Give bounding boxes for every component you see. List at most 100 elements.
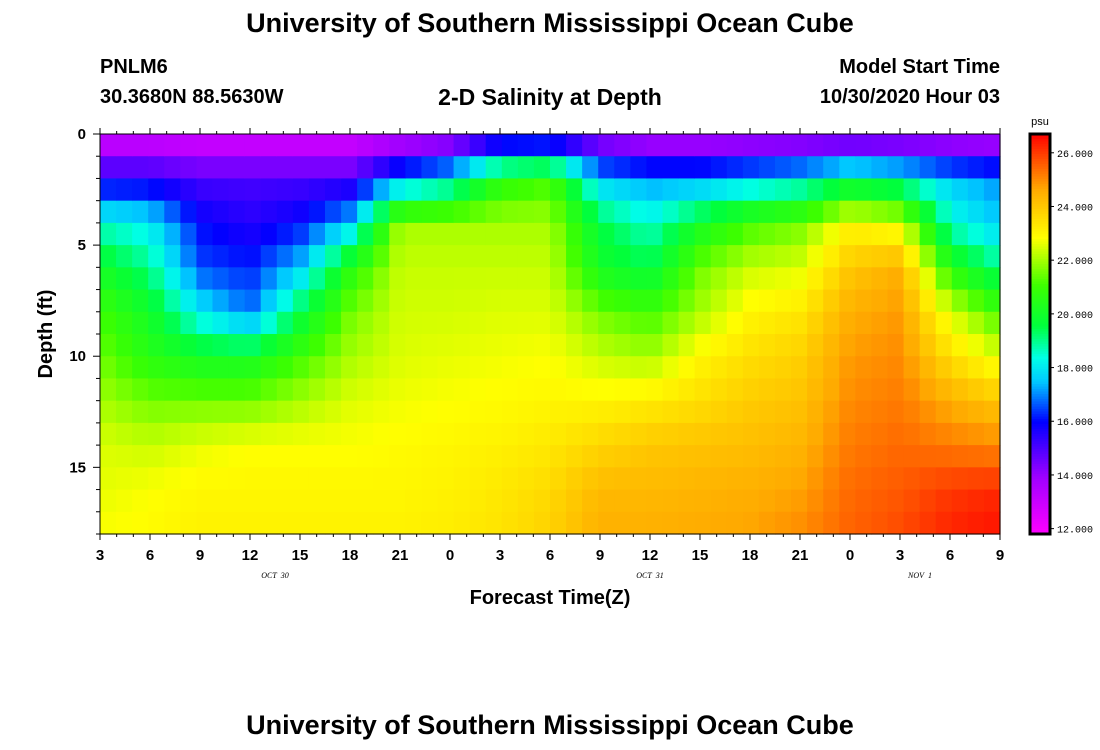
heatmap-cell [308, 400, 326, 424]
heatmap-cell [228, 467, 246, 491]
heatmap-cell [662, 156, 680, 180]
heatmap-cell [742, 178, 760, 202]
heatmap-cell [903, 511, 921, 535]
heatmap-cell [983, 400, 1001, 424]
heatmap-cell [485, 511, 503, 535]
heatmap-cell [967, 245, 985, 268]
heatmap-cell [839, 356, 856, 380]
colorbar-segment [1030, 226, 1050, 230]
heatmap-cell [517, 511, 535, 535]
colorbar-segment [1030, 311, 1050, 315]
heatmap-cell [823, 511, 840, 535]
heatmap-cell [598, 134, 615, 157]
heatmap-cell [566, 245, 583, 268]
colorbar-segment [1030, 361, 1050, 365]
colorbar-segment [1030, 409, 1050, 413]
heatmap-cell [710, 356, 728, 380]
heatmap-cell [919, 334, 937, 357]
heatmap-cell [742, 267, 760, 291]
heatmap-cell [517, 467, 535, 491]
heatmap-cell [758, 178, 776, 202]
colorbar-segment [1030, 176, 1050, 180]
heatmap-cell [887, 511, 905, 535]
heatmap-cell [180, 134, 198, 157]
heatmap-cell [437, 134, 455, 157]
colorbar-segment [1030, 156, 1050, 160]
heatmap-cell [212, 267, 230, 291]
heatmap-cell [742, 400, 760, 424]
heatmap-cell [276, 245, 294, 268]
heatmap-cell [357, 378, 374, 402]
colorbar-segment [1030, 486, 1050, 490]
heatmap-cell [791, 134, 808, 157]
heatmap-cell [501, 178, 519, 202]
heatmap-cell [421, 334, 439, 357]
heatmap-cell [935, 267, 953, 291]
heatmap-cell [839, 445, 856, 468]
heatmap-cell [550, 289, 567, 313]
heatmap-cell [453, 334, 471, 357]
colorbar-segment [1030, 426, 1050, 430]
heatmap-cell [533, 467, 551, 491]
heatmap-cell [694, 445, 712, 468]
colorbar-frame [1028, 132, 1052, 536]
heatmap-cell [614, 245, 631, 268]
colorbar-segment [1030, 201, 1050, 205]
heatmap-cell [276, 422, 294, 446]
heatmap-cell [485, 489, 503, 513]
heatmap-cell [582, 156, 599, 180]
heatmap-cell [598, 334, 615, 357]
heatmap-cell [421, 267, 439, 291]
heatmap-cell [341, 200, 358, 224]
y-tick-label: 15 [69, 459, 86, 476]
heatmap-cell [100, 445, 117, 468]
heatmap-cell [871, 445, 889, 468]
heatmap-cell [582, 311, 599, 335]
heatmap-cell [341, 378, 358, 402]
heatmap-cell [983, 511, 1001, 535]
heatmap-cell [533, 400, 551, 424]
heatmap-cell [775, 222, 792, 246]
heatmap-cell [630, 400, 648, 424]
colorbar-segment [1030, 316, 1050, 320]
heatmap-cell [389, 511, 406, 535]
heatmap-cell [807, 156, 824, 180]
heatmap-cell [791, 489, 808, 513]
heatmap-cell [694, 311, 712, 335]
heatmap-cell [485, 356, 503, 380]
colorbar-segment [1030, 399, 1050, 403]
heatmap-cell [357, 400, 374, 424]
heatmap-cell [196, 334, 214, 357]
heatmap-cell [807, 511, 824, 535]
date-label: OCT 30 [261, 571, 289, 580]
heatmap-cell [935, 156, 953, 180]
heatmap-cell [791, 511, 808, 535]
heatmap-cell [823, 467, 840, 491]
heatmap-cell [469, 489, 487, 513]
colorbar-segment [1030, 526, 1050, 530]
heatmap-cell [726, 511, 744, 535]
heatmap-cell [180, 467, 198, 491]
heatmap-cell [341, 356, 358, 380]
heatmap-cell [292, 445, 310, 468]
heatmap-cell [742, 511, 760, 535]
heatmap-cell [276, 467, 294, 491]
heatmap-cell [276, 200, 294, 224]
colorbar-segment [1030, 164, 1050, 168]
heatmap-cell [357, 511, 374, 535]
heatmap-cell [341, 222, 358, 246]
heatmap-cell [228, 511, 246, 535]
heatmap-cell [919, 378, 937, 402]
heatmap-cell [823, 400, 840, 424]
colorbar-segment [1030, 346, 1050, 350]
heatmap-cell [196, 511, 214, 535]
heatmap-cell [903, 445, 921, 468]
heatmap-cell [758, 222, 776, 246]
colorbar-segment [1030, 174, 1050, 178]
heatmap-cell [662, 378, 680, 402]
heatmap-cell [694, 422, 712, 446]
heatmap-cell [421, 489, 439, 513]
heatmap-cell [292, 245, 310, 268]
heatmap-cell [389, 245, 406, 268]
colorbar-segment [1030, 374, 1050, 378]
